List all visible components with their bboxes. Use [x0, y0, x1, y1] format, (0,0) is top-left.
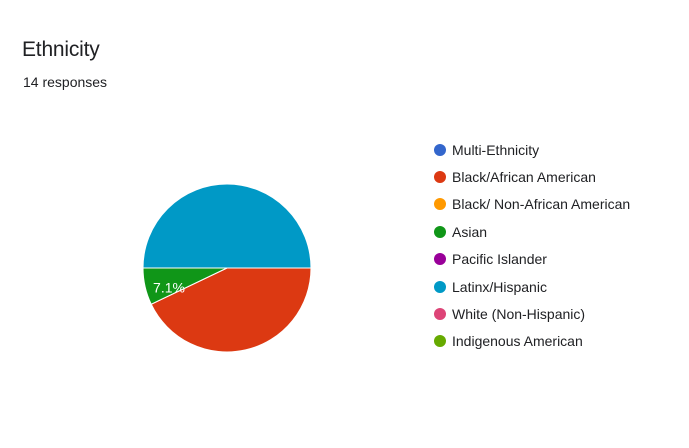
pie-slice-black-african-american — [150, 267, 312, 353]
legend-label: Multi-Ethnicity — [452, 141, 540, 158]
legend-label: Asian — [452, 223, 488, 240]
legend-item[interactable]: Multi-Ethnicity — [434, 136, 630, 163]
legend-item[interactable]: Latinx/Hispanic — [434, 273, 630, 300]
legend-swatch — [434, 225, 446, 238]
chart-legend: Multi-Ethnicity Black/African American Bla… — [434, 136, 630, 355]
slice-label: 7.1% — [153, 280, 185, 296]
legend-swatch — [434, 335, 446, 348]
slice-label: 50% — [214, 156, 242, 172]
legend-swatch — [434, 143, 446, 156]
legend-label: Black/ Non-African American — [452, 196, 631, 213]
legend-label: White (Non-Hispanic) — [452, 306, 586, 323]
legend-label: Indigenous American — [452, 333, 583, 350]
legend-swatch — [434, 171, 446, 184]
legend-item[interactable]: White (Non-Hispanic) — [434, 300, 630, 327]
legend-item[interactable]: Black/African American — [434, 163, 630, 190]
legend-label: Black/African American — [452, 169, 596, 186]
legend-swatch — [434, 198, 446, 211]
slice-label: 42.9% — [220, 354, 260, 370]
pie-slice-latinx-hispanic — [142, 183, 312, 269]
response-count: 14 responses — [23, 74, 108, 90]
legend-item[interactable]: Asian — [434, 218, 630, 245]
legend-item[interactable]: Indigenous American — [434, 328, 630, 355]
legend-label: Pacific Islander — [452, 251, 547, 268]
legend-item[interactable]: Pacific Islander — [434, 246, 630, 273]
legend-item[interactable]: Black/ Non-African American — [434, 191, 630, 218]
legend-swatch — [434, 280, 446, 293]
chart-title: Ethnicity — [22, 38, 100, 61]
pie-slice-asian — [142, 267, 228, 305]
legend-swatch — [434, 308, 446, 321]
legend-label: Latinx/Hispanic — [452, 278, 547, 295]
legend-swatch — [434, 253, 446, 266]
